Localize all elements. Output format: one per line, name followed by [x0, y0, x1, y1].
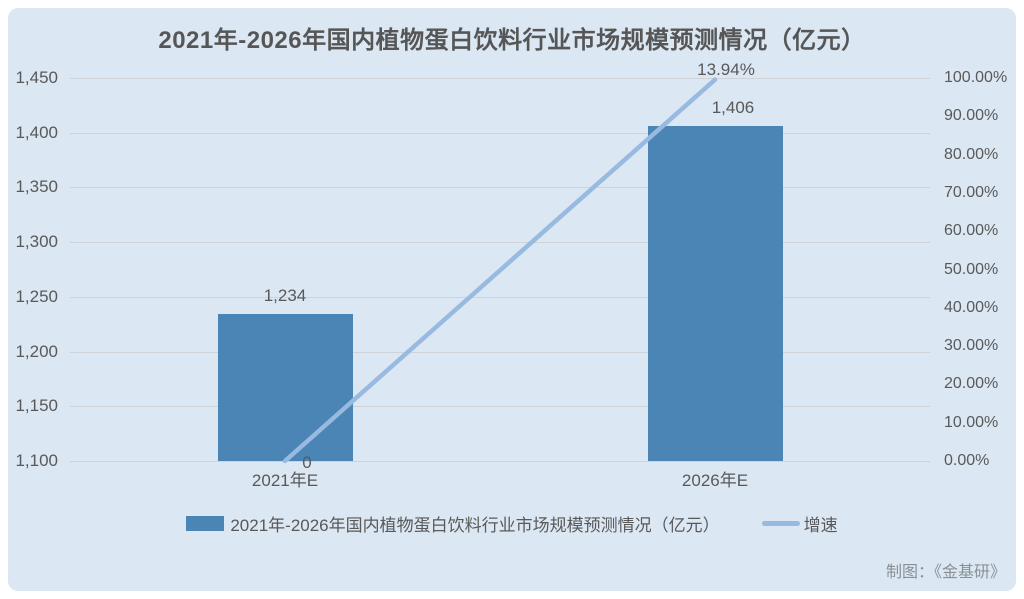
- x-axis-category-label: 2021年E: [251, 471, 319, 490]
- gridline: [70, 242, 930, 244]
- legend-item-bar-series: 2021年-2026年国内植物蛋白饮料行业市场规模预测情况（亿元）: [186, 511, 720, 536]
- left-axis-tick-label: 1,300: [15, 232, 58, 252]
- right-axis-tick-label: 90.00%: [944, 107, 999, 125]
- gridline: [70, 78, 930, 79]
- credit-text: 制图：《金基研》: [885, 564, 1006, 581]
- right-axis-tick-label: 70.00%: [944, 183, 999, 201]
- gridline: [70, 187, 930, 189]
- gridline: [70, 461, 930, 462]
- bar-data-label: 1,234: [263, 286, 307, 306]
- left-axis-tick-label: 1,250: [15, 286, 58, 306]
- line-data-label: 13.94%: [697, 59, 755, 79]
- legend: 2021年-2026年国内植物蛋白饮料行业市场规模预测情况（亿元） 增速: [0, 511, 1024, 536]
- legend-item-line-series: 增速: [761, 511, 838, 536]
- bar-series-swatch-icon: [186, 515, 225, 531]
- gridline: [70, 351, 930, 353]
- right-axis-tick-label: 0.00%: [944, 452, 990, 469]
- bar: [217, 314, 353, 461]
- gridline: [70, 296, 930, 298]
- left-axis-tick-label: 1,350: [15, 177, 58, 197]
- gridline: [70, 406, 930, 408]
- right-axis-tick-label: 40.00%: [944, 298, 999, 316]
- x-axis-category-label: 2026年E: [681, 471, 749, 490]
- bar: [647, 126, 783, 461]
- right-axis-tick-label: 50.00%: [944, 260, 999, 278]
- chart-title: 2021年-2026年国内植物蛋白饮料行业市场规模预测情况（亿元）: [158, 27, 866, 54]
- right-axis-tick-label: 60.00%: [944, 222, 999, 240]
- right-axis-tick-label: 20.00%: [944, 375, 999, 393]
- right-axis-tick-label: 30.00%: [944, 337, 999, 355]
- right-axis-tick-label: 100.00%: [944, 69, 1008, 86]
- right-axis-tick-label: 10.00%: [944, 413, 999, 431]
- line-data-label: 0: [302, 453, 312, 472]
- left-axis-tick-label: 1,200: [15, 341, 58, 361]
- bar-data-label: 1,406: [711, 98, 755, 118]
- left-axis-tick-label: 1,100: [15, 451, 58, 470]
- left-axis-tick-label: 1,400: [15, 122, 58, 142]
- gridline: [70, 132, 930, 134]
- left-axis-tick-label: 1,450: [15, 68, 58, 87]
- left-axis-tick-label: 1,150: [15, 396, 58, 416]
- line-series-swatch-icon: [761, 520, 800, 526]
- right-axis-tick-label: 80.00%: [944, 145, 999, 163]
- bar-series-legend-label: 2021年-2026年国内植物蛋白饮料行业市场规模预测情况（亿元）: [230, 515, 720, 535]
- line-series-legend-label: 增速: [803, 515, 838, 535]
